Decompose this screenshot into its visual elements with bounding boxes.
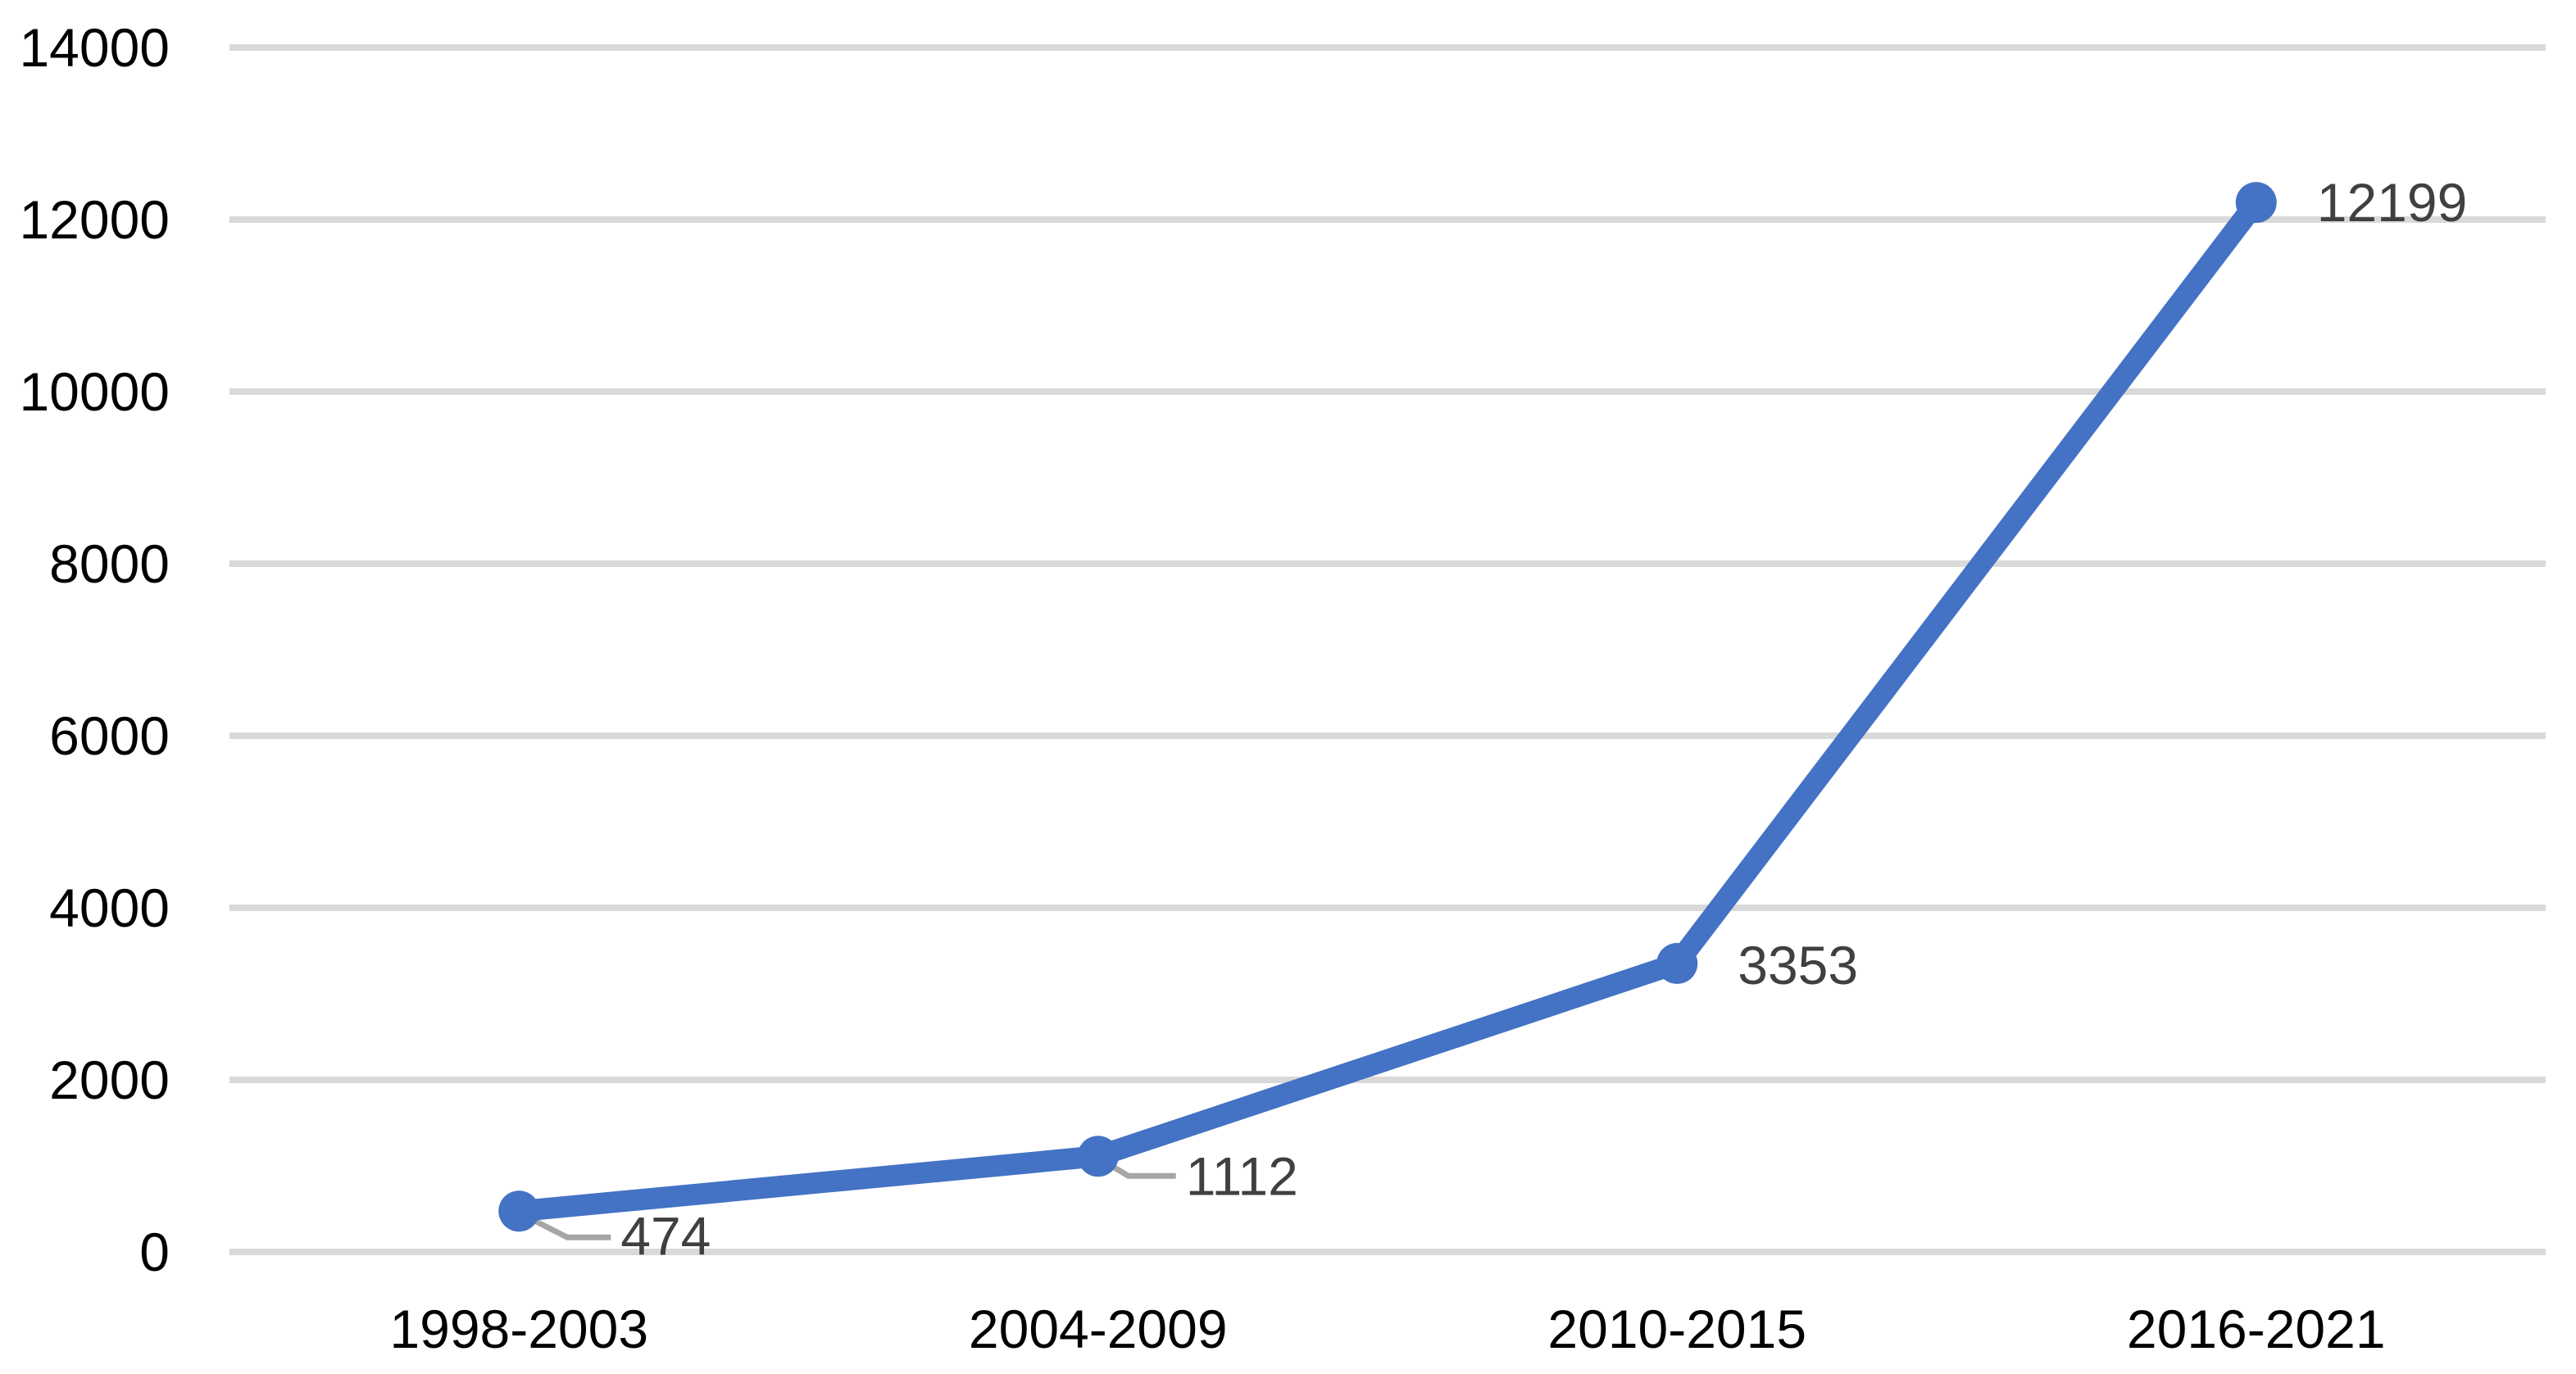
y-axis-tick-label: 10000 (19, 361, 170, 422)
data-label: 1112 (1186, 1145, 1298, 1206)
data-point-marker (1077, 1136, 1119, 1177)
y-axis-tick-label: 12000 (19, 189, 170, 250)
y-axis-tick-label: 2000 (49, 1050, 170, 1110)
y-axis-tick-label: 8000 (49, 533, 170, 594)
data-label: 474 (620, 1205, 711, 1266)
y-axis-tick-label: 6000 (49, 705, 170, 766)
y-axis-tick-label: 4000 (49, 877, 170, 938)
series-line (508, 192, 2267, 1222)
x-axis-category-label: 2016-2021 (2127, 1299, 2386, 1359)
x-axis-category-label: 2010-2015 (1547, 1299, 1806, 1359)
data-point-marker (2235, 182, 2277, 224)
y-axis-tick-label: 0 (139, 1222, 170, 1282)
data-point-marker (498, 1190, 540, 1232)
data-label: 3353 (1738, 935, 1858, 995)
data-point-marker (1656, 942, 1698, 984)
data-label: 12199 (2317, 172, 2468, 233)
x-axis-category-label: 2004-2009 (969, 1299, 1228, 1359)
y-axis-tick-label: 14000 (19, 17, 170, 78)
x-axis-category-label: 1998-2003 (389, 1299, 648, 1359)
